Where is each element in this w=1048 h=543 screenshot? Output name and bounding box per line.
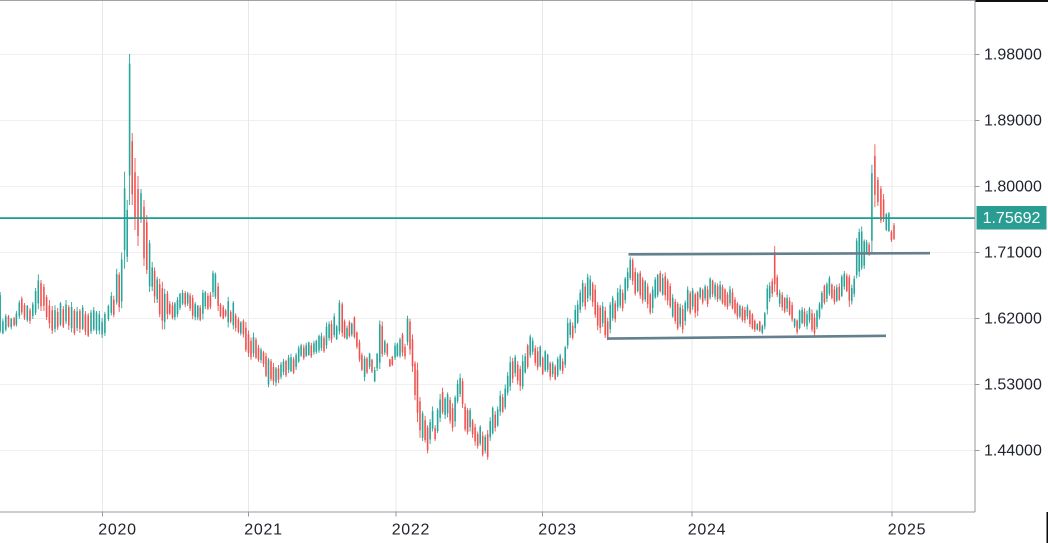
svg-text:1.98000: 1.98000 — [984, 46, 1042, 63]
svg-text:1.75692: 1.75692 — [983, 210, 1041, 227]
svg-text:2022: 2022 — [392, 521, 430, 538]
svg-text:1.71000: 1.71000 — [984, 244, 1042, 261]
svg-text:2021: 2021 — [244, 521, 282, 538]
svg-text:1.80000: 1.80000 — [984, 178, 1042, 195]
svg-text:1.53000: 1.53000 — [984, 377, 1042, 394]
svg-text:2024: 2024 — [688, 521, 726, 538]
svg-text:2023: 2023 — [538, 521, 576, 538]
svg-text:1.44000: 1.44000 — [984, 443, 1042, 460]
svg-text:2025: 2025 — [888, 521, 926, 538]
svg-text:1.62000: 1.62000 — [984, 311, 1042, 328]
svg-text:2020: 2020 — [98, 521, 136, 538]
svg-text:1.89000: 1.89000 — [984, 112, 1042, 129]
